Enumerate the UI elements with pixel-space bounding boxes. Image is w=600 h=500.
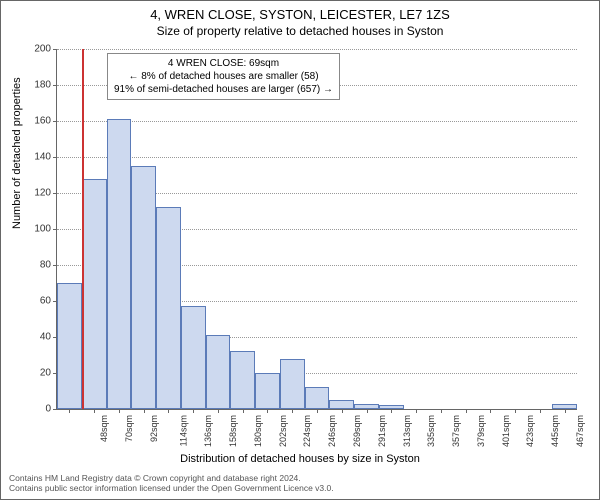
chart-container: 4, WREN CLOSE, SYSTON, LEICESTER, LE7 1Z… xyxy=(0,0,600,500)
bar xyxy=(156,207,181,409)
xtick-mark xyxy=(243,409,244,413)
xtick-label: 335sqm xyxy=(426,415,436,447)
xtick-mark xyxy=(565,409,566,413)
annotation-line-2: ← 8% of detached houses are smaller (58) xyxy=(114,70,333,83)
ytick-label: 140 xyxy=(34,152,51,163)
credit-line-1: Contains HM Land Registry data © Crown c… xyxy=(9,473,334,483)
bar xyxy=(181,306,206,409)
xtick-label: 158sqm xyxy=(228,415,238,447)
ytick-label: 200 xyxy=(34,44,51,55)
xtick-label: 70sqm xyxy=(124,415,134,442)
plot-area: 02040608010012014016018020048sqm70sqm92s… xyxy=(56,49,577,410)
ytick-label: 100 xyxy=(34,224,51,235)
xtick-label: 357sqm xyxy=(451,415,461,447)
xtick-mark xyxy=(119,409,120,413)
credit-line-2: Contains public sector information licen… xyxy=(9,483,334,493)
xtick-mark xyxy=(317,409,318,413)
xtick-mark xyxy=(193,409,194,413)
ytick-mark xyxy=(53,85,57,86)
xtick-mark xyxy=(292,409,293,413)
xtick-label: 379sqm xyxy=(476,415,486,447)
ytick-label: 80 xyxy=(40,260,51,271)
xtick-mark xyxy=(490,409,491,413)
ytick-mark xyxy=(53,265,57,266)
xtick-mark xyxy=(367,409,368,413)
xtick-mark xyxy=(342,409,343,413)
xtick-label: 180sqm xyxy=(253,415,263,447)
xtick-mark xyxy=(466,409,467,413)
xtick-label: 114sqm xyxy=(178,415,188,446)
xtick-label: 224sqm xyxy=(303,415,313,447)
chart-title: 4, WREN CLOSE, SYSTON, LEICESTER, LE7 1Z… xyxy=(1,7,599,22)
bar xyxy=(206,335,231,409)
xtick-mark xyxy=(218,409,219,413)
annotation-box: 4 WREN CLOSE: 69sqm ← 8% of detached hou… xyxy=(107,53,340,100)
ytick-label: 160 xyxy=(34,116,51,127)
bar xyxy=(305,387,330,409)
ytick-label: 20 xyxy=(40,368,51,379)
xtick-label: 246sqm xyxy=(327,415,337,447)
ytick-mark xyxy=(53,157,57,158)
gridline xyxy=(57,49,577,50)
annotation-line-3: 91% of semi-detached houses are larger (… xyxy=(114,83,333,96)
xtick-mark xyxy=(168,409,169,413)
xtick-mark xyxy=(267,409,268,413)
xtick-label: 202sqm xyxy=(278,415,288,447)
xtick-label: 291sqm xyxy=(377,415,387,447)
ytick-mark xyxy=(53,229,57,230)
ytick-mark xyxy=(53,409,57,410)
y-axis-label: Number of detached properties xyxy=(11,77,23,229)
xtick-label: 467sqm xyxy=(575,415,585,447)
bar xyxy=(107,119,132,409)
bar xyxy=(82,179,107,409)
xtick-mark xyxy=(391,409,392,413)
marker-line xyxy=(82,49,84,409)
xtick-mark xyxy=(441,409,442,413)
xtick-label: 401sqm xyxy=(501,415,511,447)
bar xyxy=(255,373,280,409)
annotation-line-1: 4 WREN CLOSE: 69sqm xyxy=(114,57,333,70)
bar xyxy=(131,166,156,409)
ytick-label: 180 xyxy=(34,80,51,91)
xtick-label: 92sqm xyxy=(149,415,159,442)
credits: Contains HM Land Registry data © Crown c… xyxy=(9,473,334,493)
ytick-mark xyxy=(53,193,57,194)
ytick-label: 40 xyxy=(40,332,51,343)
bar xyxy=(280,359,305,409)
xtick-mark xyxy=(416,409,417,413)
ytick-label: 120 xyxy=(34,188,51,199)
chart-subtitle: Size of property relative to detached ho… xyxy=(1,24,599,38)
xtick-mark xyxy=(515,409,516,413)
xtick-label: 136sqm xyxy=(203,415,213,447)
gridline xyxy=(57,157,577,158)
ytick-mark xyxy=(53,49,57,50)
xtick-label: 313sqm xyxy=(402,415,412,447)
bar xyxy=(230,351,255,409)
xtick-mark xyxy=(144,409,145,413)
xtick-label: 445sqm xyxy=(550,415,560,447)
xtick-mark xyxy=(540,409,541,413)
x-axis-label: Distribution of detached houses by size … xyxy=(1,453,599,465)
xtick-label: 423sqm xyxy=(525,415,535,447)
xtick-mark xyxy=(94,409,95,413)
gridline xyxy=(57,121,577,122)
xtick-mark xyxy=(69,409,70,413)
ytick-mark xyxy=(53,121,57,122)
bar xyxy=(329,400,354,409)
bar xyxy=(57,283,82,409)
xtick-label: 269sqm xyxy=(352,415,362,447)
xtick-label: 48sqm xyxy=(99,415,109,442)
ytick-label: 0 xyxy=(45,404,51,415)
ytick-label: 60 xyxy=(40,296,51,307)
